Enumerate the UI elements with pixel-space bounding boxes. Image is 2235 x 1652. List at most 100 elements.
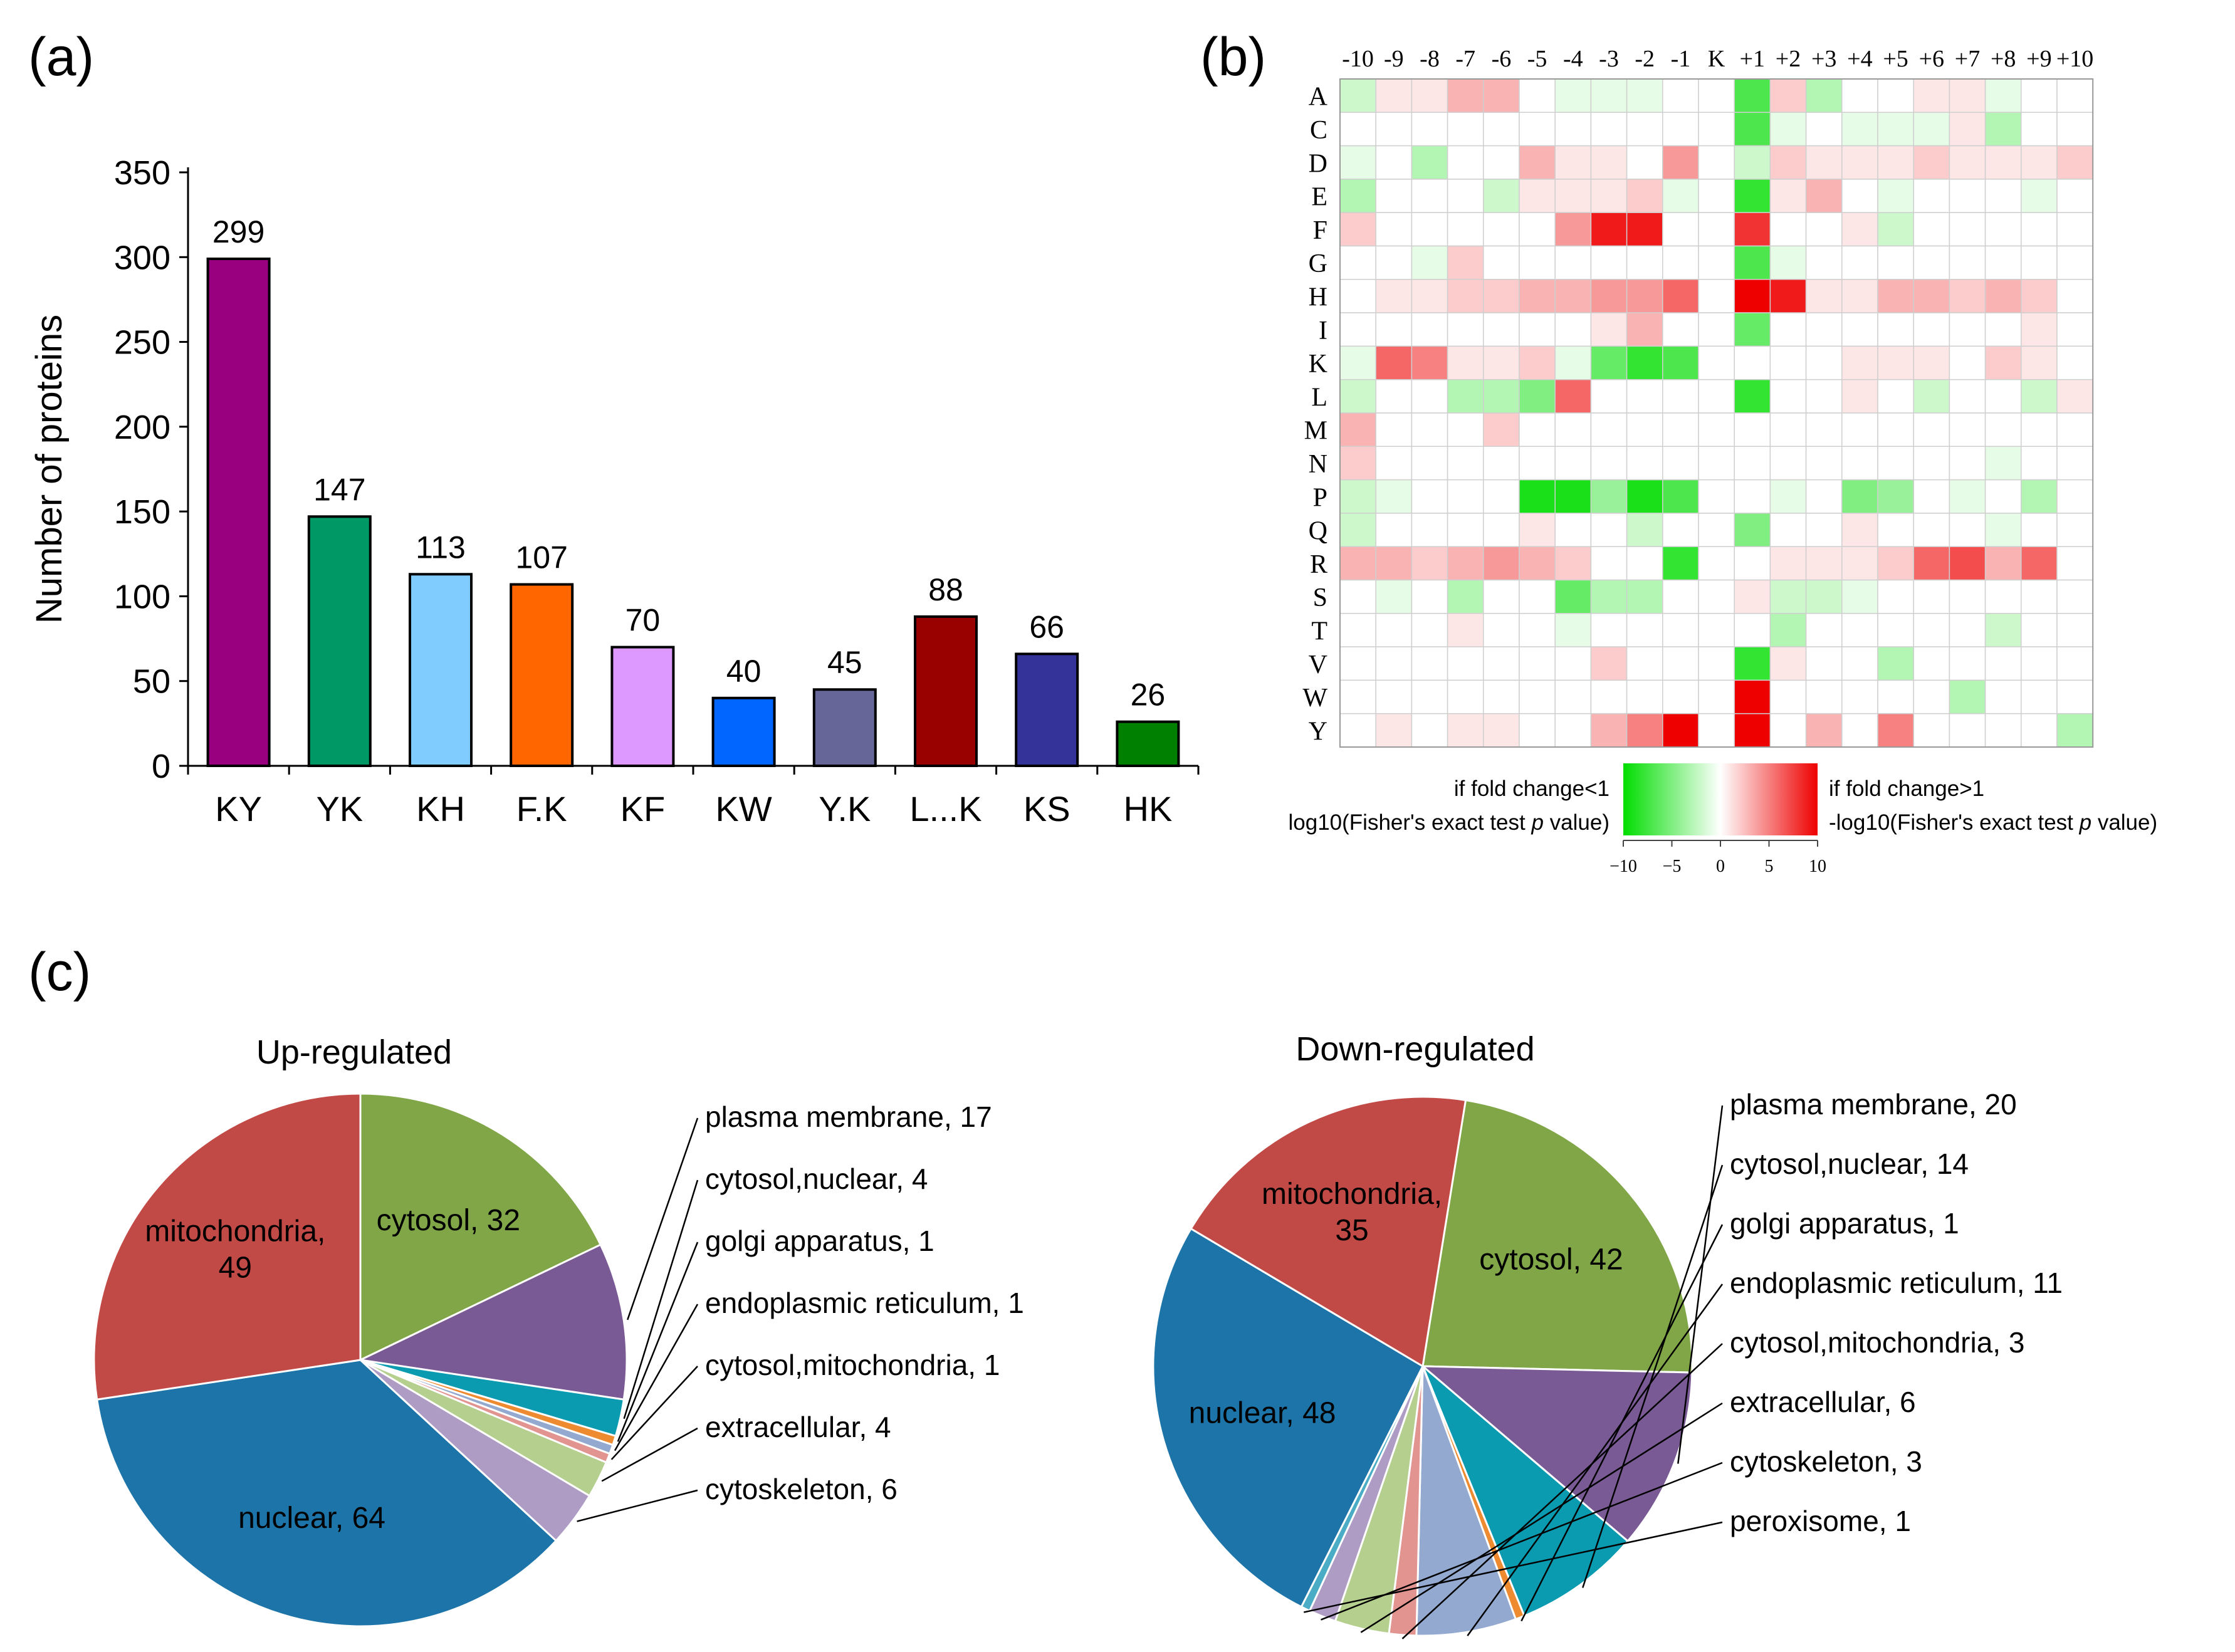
heat-cell: [1949, 345, 1986, 380]
heat-cell: [1769, 479, 1807, 514]
bar-value-label: 66: [1029, 609, 1064, 644]
heat-cell: [1769, 179, 1807, 213]
x-category-label: KF: [620, 789, 666, 829]
heat-cell: [1841, 78, 1878, 113]
heat-cell: [1483, 179, 1520, 213]
heat-cell: [1339, 713, 1376, 748]
pie-callout-label: cytosol,mitochondria, 1: [705, 1349, 1000, 1381]
column-label: -7: [1455, 46, 1475, 72]
heat-cell: [1375, 479, 1413, 514]
heat-cell: [1662, 312, 1699, 347]
heat-cell: [1554, 245, 1592, 280]
heat-cell: [1662, 112, 1699, 147]
row-label: A: [1309, 83, 1328, 112]
heat-cell: [2056, 646, 2093, 681]
heat-cell: [1698, 145, 1735, 180]
heat-cell: [1734, 579, 1771, 614]
heat-cell: [1411, 212, 1448, 247]
heat-cell: [1698, 679, 1735, 714]
heat-cell: [2056, 713, 2093, 748]
heat-cell: [1662, 212, 1699, 247]
heat-cell: [1519, 546, 1556, 581]
heat-cell: [2021, 679, 2058, 714]
heat-cell: [1913, 212, 1950, 247]
heat-cell: [1411, 379, 1448, 414]
heat-cell: [1590, 312, 1628, 347]
pie-slice-label: 35: [1335, 1214, 1368, 1247]
pie-slice-cytosol: [359, 1092, 602, 1362]
label-text: -log10(Fisher's exact test: [1829, 810, 2080, 835]
heat-cell: [1447, 245, 1484, 280]
row-label: D: [1309, 149, 1327, 178]
heat-cell: [1805, 212, 1843, 247]
colorbar-tick-label: −10: [1610, 857, 1637, 876]
heat-cell: [1519, 646, 1556, 681]
heat-cell: [1519, 245, 1556, 280]
bar-F.K: [510, 583, 574, 767]
x-category-label: L...K: [909, 789, 981, 829]
heat-cell: [1913, 412, 1950, 447]
heat-cell: [1590, 145, 1628, 180]
heat-cell: [1411, 145, 1448, 180]
heat-cell: [1949, 379, 1986, 414]
heat-cell: [1698, 279, 1735, 313]
heat-cell: [1519, 345, 1556, 380]
heat-cell: [2021, 446, 2058, 481]
x-category-label: KH: [416, 789, 465, 829]
heat-cell: [1375, 245, 1413, 280]
heat-cell: [1949, 479, 1986, 514]
heat-cell: [2056, 78, 2093, 113]
x-category-label: KW: [715, 789, 772, 829]
heat-cell: [1949, 713, 1986, 748]
heat-cell: [1949, 579, 1986, 614]
heat-cell: [1698, 713, 1735, 748]
heat-cell: [1554, 613, 1592, 647]
heat-cell: [1877, 379, 1914, 414]
heat-cell: [1734, 446, 1771, 481]
pie-callout-label: extracellular, 4: [705, 1411, 891, 1443]
heat-cell: [2021, 546, 2058, 581]
heat-cell: [1734, 78, 1771, 113]
pie-slice-mitochondria: [1190, 1095, 1467, 1368]
heat-cell: [1447, 179, 1484, 213]
heat-cell: [1913, 446, 1950, 481]
heat-cell: [1519, 579, 1556, 614]
heat-cell: [1734, 546, 1771, 581]
heat-cell: [1877, 179, 1914, 213]
p-symbol: p: [2079, 810, 2091, 835]
heat-cell: [2021, 245, 2058, 280]
heat-cell: [1662, 513, 1699, 547]
pie-callout-label: cytosol,nuclear, 14: [1730, 1148, 1969, 1180]
heat-cell: [2021, 112, 2058, 147]
heat-cell: [1626, 579, 1663, 614]
heat-cell: [2056, 479, 2093, 514]
heat-cell: [1375, 78, 1413, 113]
heat-cell: [1913, 312, 1950, 347]
heat-cell: [1411, 513, 1448, 547]
heat-cell: [1913, 245, 1950, 280]
heat-cell: [1554, 579, 1592, 614]
heat-cell: [2021, 713, 2058, 748]
heat-cell: [1554, 546, 1592, 581]
heat-cell: [1483, 212, 1520, 247]
heat-cell: [1519, 446, 1556, 481]
heat-cell: [1447, 145, 1484, 180]
leader-line: [614, 1304, 699, 1451]
y-axis-title: Number of proteins: [29, 315, 70, 624]
heat-cell: [1662, 245, 1699, 280]
heat-cell: [1877, 513, 1914, 547]
x-category-label: KS: [1023, 789, 1070, 829]
heat-cell: [2056, 579, 2093, 614]
heat-cell: [1590, 613, 1628, 647]
heat-cell: [1877, 546, 1914, 581]
label-text: value): [1544, 810, 1610, 835]
heat-cell: [1805, 312, 1843, 347]
heat-cell: [1375, 679, 1413, 714]
heat-cell: [1626, 513, 1663, 547]
pie-slice-label: cytosol, 42: [1479, 1243, 1623, 1277]
heat-cell: [1375, 713, 1413, 748]
column-label: +5: [1883, 46, 1908, 72]
x-category-label: HK: [1124, 789, 1173, 829]
heat-cell: [1949, 412, 1986, 447]
